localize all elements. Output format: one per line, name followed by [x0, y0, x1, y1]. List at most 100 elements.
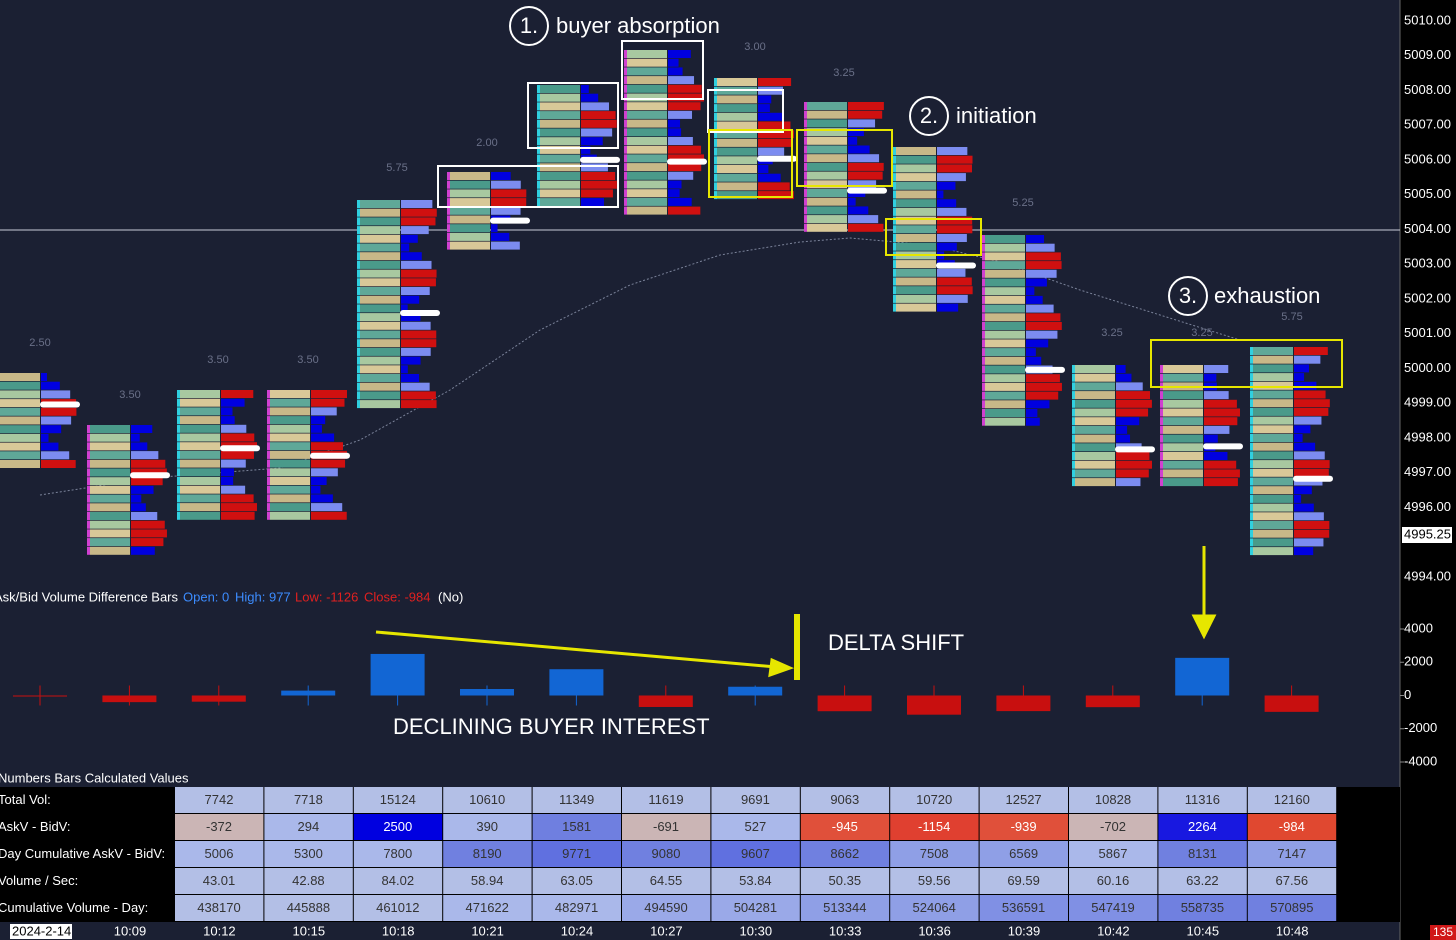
- fp-marker: [1250, 355, 1253, 364]
- fp-marker: [893, 277, 896, 286]
- fp-hist: [1294, 460, 1330, 469]
- table-cell: [443, 895, 532, 921]
- cell-value: 12160: [1274, 792, 1310, 807]
- fp-marker: [87, 494, 90, 503]
- fp-hist: [41, 373, 47, 381]
- cell-value: 63.05: [560, 873, 593, 888]
- fp-marker: [893, 190, 896, 199]
- cell-value: 504281: [734, 900, 777, 915]
- level-label: 3.50: [119, 389, 140, 401]
- fp-marker: [624, 128, 627, 137]
- fp-cell: [1253, 416, 1293, 425]
- fp-hist: [221, 494, 254, 503]
- fp-cell: [0, 407, 40, 416]
- fp-marker: [537, 137, 540, 146]
- fp-hist: [1026, 330, 1058, 339]
- fp-cell: [627, 189, 667, 198]
- level-label: 2.50: [29, 337, 50, 349]
- fp-hist: [937, 190, 944, 199]
- cell-value: 67.56: [1276, 873, 1309, 888]
- fp-hist: [1026, 339, 1049, 348]
- panel-header: High: 977: [235, 589, 291, 604]
- fp-cell: [985, 322, 1025, 330]
- cell-value: 5867: [1099, 846, 1128, 861]
- fp-hist: [758, 191, 794, 200]
- fp-marker: [357, 339, 360, 348]
- fp-hist: [1116, 391, 1151, 400]
- fp-marker: [982, 348, 985, 357]
- cell-value: 9063: [830, 792, 859, 807]
- fp-marker: [624, 67, 627, 76]
- fp-hist: [758, 182, 790, 191]
- fp-marker: [714, 147, 717, 156]
- fp-marker: [537, 154, 540, 163]
- fp-hist: [311, 398, 345, 407]
- cell-value: 69.59: [1007, 873, 1040, 888]
- fp-hist: [311, 433, 335, 442]
- fp-marker: [893, 164, 896, 173]
- fp-hist: [1294, 442, 1316, 451]
- fp-hist: [401, 208, 437, 217]
- fp-hist: [1116, 452, 1150, 460]
- fp-cell: [896, 277, 936, 286]
- table-cell: [711, 787, 800, 813]
- fp-cell: [896, 286, 936, 295]
- fp-cell: [360, 400, 400, 409]
- fp-hist: [401, 356, 421, 365]
- fp-cell: [360, 391, 400, 400]
- fp-marker: [1160, 373, 1163, 382]
- fp-hist: [1294, 529, 1330, 538]
- time-label: 10:12: [203, 923, 236, 938]
- fp-hist: [1116, 425, 1128, 434]
- fp-hist: [581, 119, 617, 128]
- fp-marker: [357, 269, 360, 278]
- fp-marker: [804, 119, 807, 128]
- fp-hist: [1026, 348, 1036, 357]
- fp-marker: [624, 206, 627, 215]
- fp-cell: [1163, 460, 1203, 469]
- fp-cell: [0, 433, 40, 442]
- fp-hist: [937, 268, 966, 277]
- fp-hist: [1204, 478, 1238, 487]
- time-label: 10:48: [1276, 923, 1309, 938]
- fp-marker: [447, 215, 450, 224]
- fp-marker: [87, 485, 90, 494]
- fp-marker: [714, 78, 717, 86]
- fp-cell: [360, 295, 400, 304]
- fp-hist: [581, 85, 589, 93]
- fp-cell: [450, 241, 490, 250]
- fp-marker: [1160, 399, 1163, 408]
- fp-cell: [896, 207, 936, 216]
- fp-marker: [267, 477, 270, 485]
- delta-bar: [102, 695, 157, 703]
- fp-marker: [267, 407, 270, 416]
- cell-value: 8131: [1188, 846, 1217, 861]
- fp-cell: [360, 217, 400, 226]
- fp-hist: [401, 269, 437, 278]
- fp-hist: [221, 450, 254, 459]
- time-label: 10:18: [382, 923, 415, 938]
- fp-hist: [937, 164, 972, 173]
- fp-cell: [1075, 391, 1115, 400]
- fp-marker: [267, 416, 270, 425]
- fp-marker: [1072, 425, 1075, 434]
- fp-marker: [1250, 390, 1253, 399]
- fp-cell: [270, 485, 310, 494]
- fp-marker: [267, 442, 270, 451]
- table-cell: [1069, 787, 1158, 813]
- fp-hist: [1294, 416, 1322, 425]
- fp-cell: [627, 128, 667, 137]
- fp-cell: [540, 172, 580, 180]
- fp-hist: [491, 180, 521, 189]
- delta-bar: [728, 686, 783, 696]
- price-label: 5008.00: [1404, 82, 1451, 97]
- level-label: 3.25: [833, 67, 854, 79]
- fp-marker: [893, 173, 896, 182]
- fp-cell: [1163, 399, 1203, 408]
- fp-marker: [714, 156, 717, 165]
- table-cell: [711, 868, 800, 894]
- fp-marker: [982, 261, 985, 270]
- delta-tick-label: 2000: [1404, 654, 1433, 669]
- fp-marker: [1072, 382, 1075, 391]
- time-label: 10:09: [114, 923, 147, 938]
